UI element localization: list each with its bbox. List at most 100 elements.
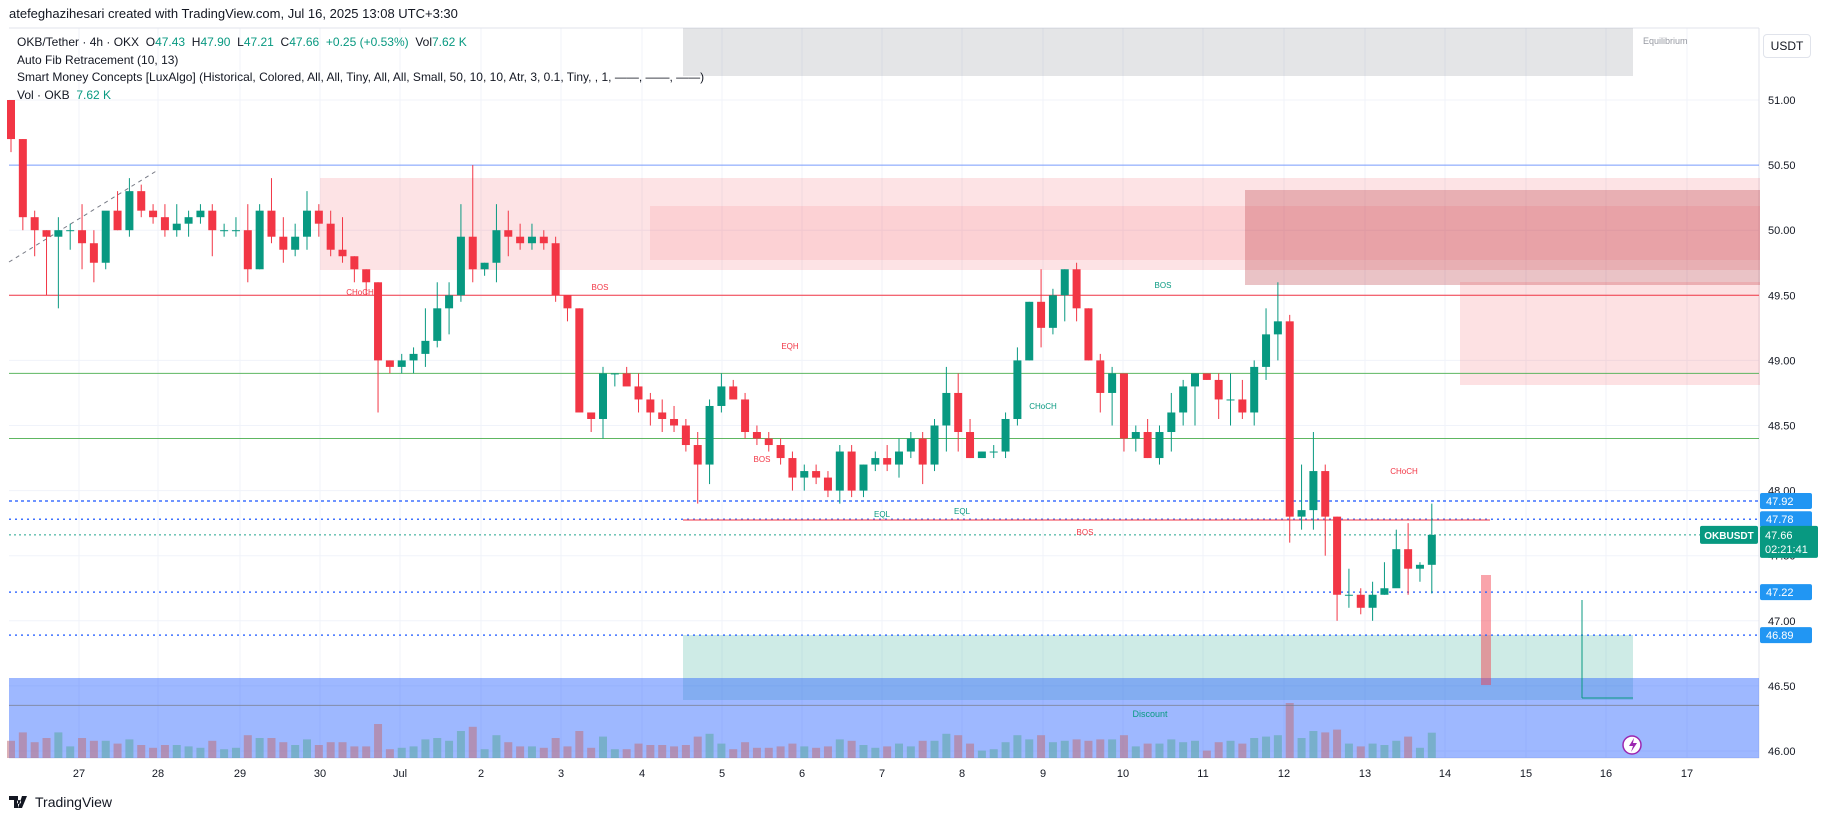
candle-body [622, 373, 631, 387]
candle-body [1191, 373, 1199, 387]
volume-bar [1297, 738, 1306, 758]
volume-bar [859, 745, 868, 758]
volume-bar [1356, 746, 1365, 758]
candle-body [7, 100, 15, 140]
volume-bar [385, 749, 394, 758]
structure-label: BOS [1155, 281, 1172, 290]
volume-bar [397, 747, 406, 758]
candle-body [587, 412, 596, 419]
indicator-fib[interactable]: Auto Fib Retracement (10, 13) [17, 52, 179, 67]
volume-bar [883, 746, 892, 758]
volume-bar [421, 739, 430, 758]
structure-label: CHoCH [1390, 467, 1418, 476]
candle-body [1001, 418, 1010, 452]
currency-button[interactable]: USDT [1763, 34, 1811, 58]
volume-bar [184, 746, 193, 758]
x-tick-label: Jul [393, 768, 407, 780]
equilibrium-label: Equilibrium [1643, 36, 1688, 46]
lightning-icon-glyph [1629, 738, 1637, 752]
x-tick-label: 13 [1359, 768, 1371, 780]
price-tag [1760, 584, 1812, 601]
price-tag-label: 47.92 [1766, 496, 1794, 508]
volume-bar [599, 736, 607, 758]
candle-body [966, 432, 975, 459]
candle-body [374, 282, 383, 361]
candle-body [527, 236, 536, 244]
candle-body [681, 425, 690, 446]
candle-body [847, 451, 856, 491]
volume-bar [918, 740, 927, 758]
chart-caption: atefeghazihesari created with TradingVie… [9, 6, 458, 21]
candle-body [409, 353, 418, 361]
volume-bar [291, 745, 300, 758]
price-tag [1760, 511, 1812, 528]
volume-bar [456, 731, 465, 758]
indicator-smc[interactable]: Smart Money Concepts [LuxAlgo] (Historic… [17, 70, 705, 84]
candle-body [492, 230, 501, 263]
countdown-label: 02:21:41 [1765, 544, 1808, 556]
volume-bar [409, 746, 418, 758]
volume-bar [1214, 742, 1223, 758]
volume-bar [433, 738, 442, 758]
symbol-label[interactable]: OKB/Tether · 4h · OKX [17, 35, 140, 49]
candle-body [1415, 564, 1424, 569]
candle-body [279, 236, 288, 250]
volume-bar [303, 739, 311, 758]
candle-body [705, 405, 714, 465]
candle-body [1321, 471, 1330, 517]
y-tick-label: 50.50 [1768, 160, 1796, 172]
candle-body [610, 373, 619, 375]
candle-body [989, 451, 998, 453]
volume-bar [847, 740, 856, 758]
volume-bar [1096, 739, 1105, 758]
candle-body [1025, 301, 1034, 361]
volume-bar [468, 726, 477, 758]
volume-bar [1309, 731, 1318, 758]
volume-bar [1250, 738, 1259, 758]
candle-body [1285, 321, 1294, 517]
candle-body [539, 236, 548, 244]
x-tick-label: 6 [799, 768, 805, 780]
candle-body [883, 458, 892, 465]
x-tick-label: 17 [1681, 768, 1693, 780]
candle-body [433, 308, 442, 341]
volume-bar [1048, 742, 1057, 758]
candle-body [823, 477, 832, 491]
volume-bar [66, 746, 75, 758]
volume-bar [125, 739, 134, 758]
price-tag-label: 46.89 [1766, 630, 1794, 642]
volume-bar [681, 745, 690, 758]
premium-zone [683, 28, 1633, 76]
candle-body [954, 392, 963, 433]
structure-label: EQL [874, 510, 891, 519]
volume-bar [693, 736, 702, 758]
volume-bar [930, 740, 939, 758]
volume-bar [231, 747, 240, 758]
candle-body [196, 210, 205, 218]
volume-bar [350, 746, 359, 758]
volume-bar [1273, 735, 1282, 758]
candle-body [1167, 412, 1176, 433]
volume-bar [255, 738, 264, 758]
volume-bar [622, 749, 631, 758]
candle-body [1143, 432, 1152, 459]
candle-body [741, 399, 750, 433]
volume-bar [646, 745, 655, 758]
volume-bar [1404, 736, 1413, 758]
volume-bar [1226, 740, 1235, 758]
candle-body [1226, 399, 1235, 401]
volume-bar [1119, 735, 1128, 758]
candle-body [788, 458, 797, 478]
x-tick-label: 10 [1117, 768, 1129, 780]
indicator-volume[interactable]: Vol · OKB 7.62 K [17, 87, 112, 102]
y-tick-label: 48.50 [1768, 421, 1796, 433]
candle-body [1368, 594, 1377, 608]
volume-bar [1202, 750, 1211, 758]
volume-bar [137, 745, 146, 758]
low-value: 47.21 [243, 35, 274, 49]
x-tick-label: 8 [959, 768, 965, 780]
x-tick-label: 11 [1197, 768, 1208, 780]
y-tick-label: 51.00 [1768, 95, 1796, 107]
y-tick-label: 46.50 [1768, 681, 1796, 693]
